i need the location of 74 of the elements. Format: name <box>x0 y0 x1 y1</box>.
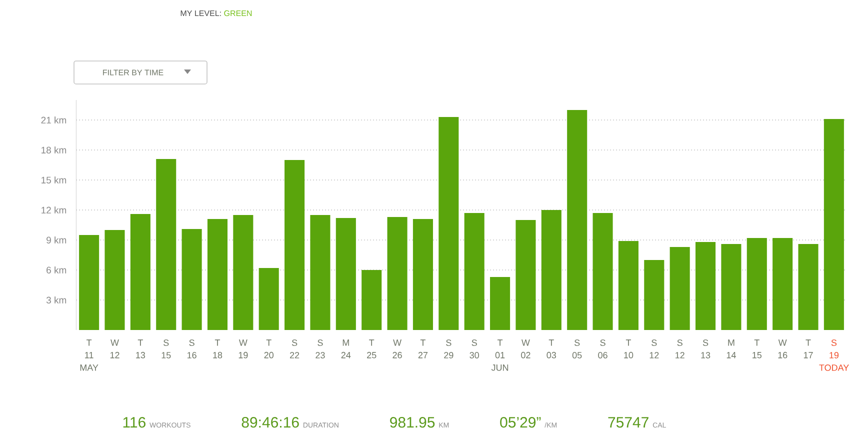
bar <box>541 210 562 330</box>
bar <box>130 214 150 330</box>
y-tick-label: 12 km <box>42 206 66 214</box>
x-tick-label: W 19 <box>238 340 248 358</box>
y-tick-label: 9 km <box>46 236 66 244</box>
bar <box>824 118 844 330</box>
bar <box>490 276 510 330</box>
x-tick-label: T 03 <box>546 340 556 358</box>
bar <box>336 218 356 330</box>
x-tick-label: T 20 <box>264 340 274 358</box>
y-tick-label: 6 km <box>46 266 66 274</box>
bar <box>592 212 613 330</box>
x-tick-label: S 05 <box>572 340 582 358</box>
bar <box>438 116 459 330</box>
text: FILTER BY TIME <box>103 70 164 76</box>
bar <box>721 244 742 330</box>
x-tick-label: S 22 <box>290 340 300 358</box>
bar <box>258 268 279 330</box>
x-tick-label: W 02 <box>521 340 530 358</box>
x-tick-label: S 16 <box>187 340 196 358</box>
x-tick-label: T 10 <box>624 340 634 358</box>
x-tick-label: T 11 MAY <box>80 340 98 371</box>
x-tick-label: M 24 <box>341 340 351 358</box>
x-tick-label: T 27 <box>418 340 428 358</box>
x-tick-label: S 19 TODAY <box>819 340 849 371</box>
x-tick-label: S 23 <box>316 340 325 358</box>
bar <box>670 246 690 330</box>
bar <box>618 240 638 330</box>
bar <box>156 158 176 330</box>
y-tick-label: 3 km <box>46 296 66 304</box>
bar <box>79 234 100 330</box>
x-tick-label: W 12 <box>110 340 120 358</box>
x-tick-label: S 12 <box>676 340 684 358</box>
x-tick-label: T 18 <box>213 340 222 358</box>
x-tick-label: T 25 <box>367 340 376 358</box>
bar <box>746 238 767 330</box>
bar <box>772 238 793 330</box>
bar <box>516 220 536 330</box>
x-tick-label: M 14 <box>726 340 736 358</box>
text: 75747 <box>608 417 648 428</box>
x-tick-label: S 29 <box>444 340 454 358</box>
bar <box>362 270 382 330</box>
text: 89:46:16 <box>242 417 299 428</box>
bar <box>104 230 125 330</box>
x-tick-label: T 01 JUN <box>491 340 508 371</box>
x-tick-label: S 30 <box>470 340 479 358</box>
chart-subtitle: MY LEVEL: GREEN <box>180 10 252 16</box>
x-tick-label: T 13 <box>136 340 146 358</box>
bar <box>644 260 664 330</box>
text: 05’29” <box>500 417 541 428</box>
x-tick-label: S 13 <box>701 340 710 358</box>
x-tick-label: W 26 <box>392 340 402 358</box>
y-tick-label: 15 km <box>42 176 66 184</box>
x-tick-label: S 06 <box>598 340 608 358</box>
y-tick-label: 21 km <box>41 116 66 124</box>
bar <box>464 212 484 330</box>
x-tick-label: S 15 <box>162 340 171 358</box>
bar <box>182 228 202 330</box>
x-tick-label: T 17 <box>804 340 813 358</box>
x-tick-label: S 12 <box>650 340 659 358</box>
text: 116 <box>123 417 146 428</box>
bar <box>696 242 716 330</box>
y-tick-label: 18 km <box>42 146 66 154</box>
bar <box>284 160 305 330</box>
bar <box>412 218 433 330</box>
bar <box>233 214 254 330</box>
x-tick-label: T 15 <box>752 340 762 358</box>
bar <box>310 214 330 330</box>
bar <box>207 218 228 330</box>
text: 981.95 <box>390 417 435 428</box>
bar <box>567 110 588 330</box>
bar <box>387 216 408 330</box>
bar <box>798 244 818 330</box>
x-tick-label: W 16 <box>778 340 788 358</box>
